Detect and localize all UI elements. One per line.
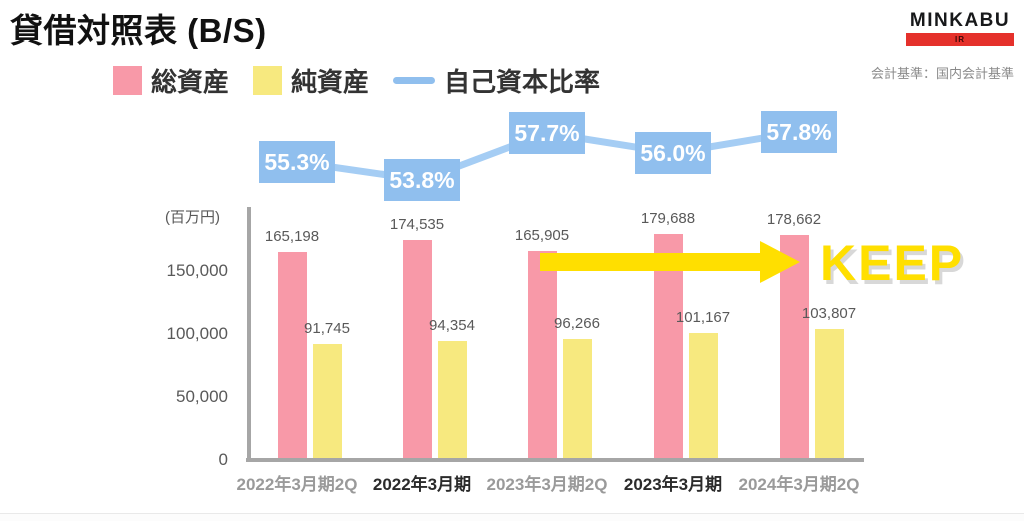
chart-legend: 総資産 純資産 自己資本比率 (113, 62, 600, 99)
total-assets-bar (403, 240, 432, 460)
net-assets-bar (313, 344, 342, 460)
bar-value-label: 165,198 (264, 228, 320, 245)
legend-item-total-assets: 総資産 (113, 62, 229, 99)
equity-ratio-line-icon (393, 77, 436, 84)
bar-value-label: 94,354 (429, 317, 475, 334)
bar-value-label: 174,535 (389, 216, 445, 233)
net-assets-bar (563, 339, 592, 460)
bar-value-label: 178,662 (766, 211, 822, 228)
equity-ratio-value-box: 53.8% (384, 159, 460, 201)
bar-value-label: 96,266 (554, 315, 600, 332)
page-title: 貸借対照表 (B/S) (10, 12, 267, 49)
equity-ratio-value-box: 57.8% (761, 111, 837, 153)
keep-annotation: KEEP (820, 235, 965, 291)
minkabu-logo-text: MINKABU (909, 10, 1011, 31)
legend-item-equity-ratio: 自己資本比率 (393, 62, 600, 99)
net-assets-bar (689, 333, 718, 460)
x-axis-line (246, 458, 864, 462)
total-assets-swatch-icon (113, 66, 142, 95)
x-axis-category-label: 2022年3月期 (372, 475, 472, 494)
bar-value-label: 91,745 (304, 320, 350, 337)
equity-ratio-value-box: 57.7% (509, 112, 585, 154)
y-axis-tick: 50,000 (176, 387, 228, 406)
bar-value-label: 165,905 (514, 227, 570, 244)
legend-label-net-assets: 純資産 (291, 67, 370, 97)
legend-item-net-assets: 純資産 (253, 62, 369, 99)
minkabu-logo: MINKABU IR (906, 10, 1014, 46)
y-axis-tick: 0 (218, 450, 228, 469)
minkabu-ir-badge: IR (906, 33, 1014, 46)
total-assets-bar (528, 251, 557, 460)
slide-footer-divider (0, 513, 1024, 521)
accounting-standard-note: 会計基準：国内会計基準 (870, 66, 1014, 81)
total-assets-bar (780, 235, 809, 460)
y-axis-line (247, 207, 251, 462)
bar-value-label: 179,688 (640, 210, 696, 227)
equity-ratio-value-box: 56.0% (635, 132, 711, 174)
equity-ratio-value-box: 55.3% (259, 141, 335, 183)
legend-label-total-assets: 総資産 (151, 67, 230, 97)
x-axis-category-label: 2024年3月期2Q (738, 475, 860, 494)
y-axis-tick: 100,000 (166, 324, 228, 343)
y-axis-unit-label: (百万円) (165, 209, 220, 226)
legend-label-equity-ratio: 自己資本比率 (444, 67, 601, 97)
net-assets-bar (438, 341, 467, 460)
net-assets-swatch-icon (253, 66, 283, 95)
x-axis-category-label: 2023年3月期 (623, 475, 723, 494)
x-axis-category-label: 2022年3月期2Q (236, 475, 358, 494)
net-assets-bar (815, 329, 844, 460)
total-assets-bar (278, 252, 307, 460)
total-assets-bar (654, 234, 683, 460)
bar-value-label: 101,167 (675, 309, 731, 326)
y-axis-tick: 150,000 (166, 261, 228, 280)
bar-value-label: 103,807 (801, 305, 857, 322)
x-axis-category-label: 2023年3月期2Q (486, 475, 608, 494)
